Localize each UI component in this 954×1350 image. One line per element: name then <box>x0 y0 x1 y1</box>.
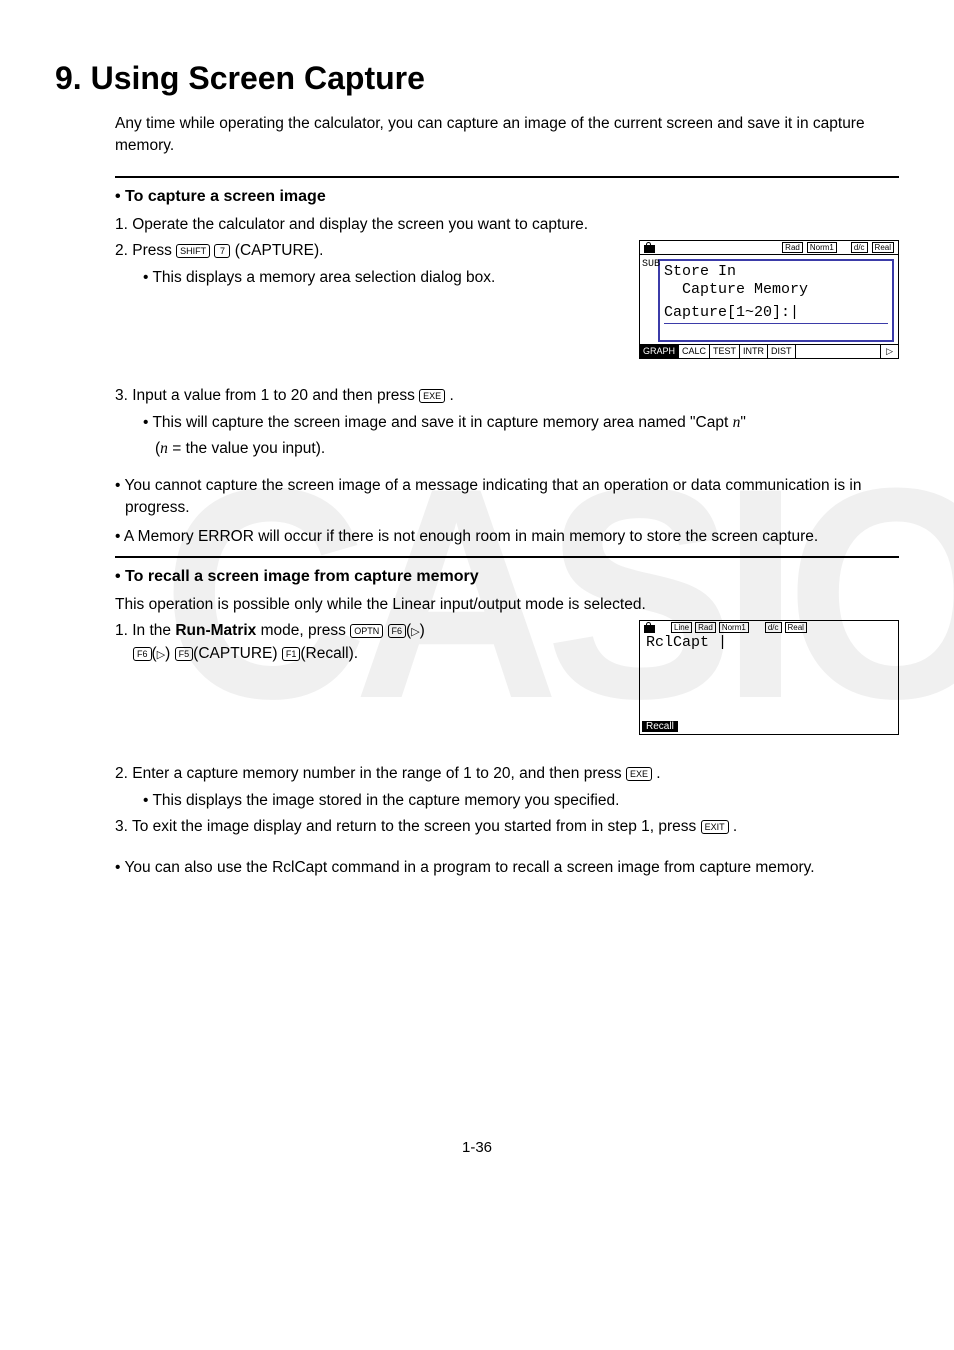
sc2-badge-3: d/c <box>765 622 782 633</box>
section2-heading: • To recall a screen image from capture … <box>115 568 899 586</box>
s2-step1-l2c: (CAPTURE) <box>193 645 277 662</box>
s2-step2: 2. Enter a capture memory number in the … <box>115 763 899 785</box>
key-exe-2: EXE <box>626 767 652 781</box>
s1-step2-post: (CAPTURE). <box>235 242 324 259</box>
sc1-line2: Capture Memory <box>664 281 888 298</box>
s2-step3-post: . <box>733 818 737 835</box>
sc1-tab-0: GRAPH <box>640 345 679 358</box>
key-optn: OPTN <box>350 624 383 638</box>
sc1-body: SUB Store In Capture Memory Capture[1~20… <box>640 255 898 342</box>
sc1-line1: Store In <box>664 263 888 280</box>
sc1-tab-1: CALC <box>679 345 710 358</box>
italic-n-2: n <box>160 440 168 457</box>
tri-1: ▷ <box>411 626 419 638</box>
calc-screenshot-2: Line Rad Norm1 d/c Real RclCapt | Recall <box>639 620 899 735</box>
s2-step3-pre: 3. To exit the image display and return … <box>115 818 701 835</box>
sc1-tab-blank <box>796 345 882 358</box>
sc2-footer: Recall <box>640 721 898 734</box>
key-7: 7 <box>214 244 230 258</box>
key-exit: EXIT <box>701 820 729 834</box>
s1-step3-bullet: • This will capture the screen image and… <box>143 412 899 434</box>
sc2-top: Line Rad Norm1 d/c Real <box>640 621 898 634</box>
s1-step2: 2. Press SHIFT 7 (CAPTURE). <box>115 240 619 262</box>
key-f6-1: F6 <box>388 624 407 638</box>
s1-note1: • You cannot capture the screen image of… <box>115 475 899 520</box>
s1-step2-bullet: • This displays a memory area selection … <box>143 267 619 289</box>
sc2-badge-1: Rad <box>695 622 716 633</box>
paren-tri-1: (▷) <box>406 622 425 639</box>
s1-step3-sub: (n = the value you input). <box>155 438 899 460</box>
tri-2: ▷ <box>157 649 165 661</box>
s1-step3-post: . <box>450 387 454 404</box>
s1-step3-bullet-a: • This will capture the screen image and… <box>143 414 733 431</box>
sc1-arrow: ▷ <box>881 345 898 358</box>
key-f1: F1 <box>282 647 301 661</box>
sc2-badge-2: Norm1 <box>719 622 749 633</box>
s1-step3-bullet-b: " <box>740 414 746 431</box>
sc1-tab-4: DIST <box>768 345 796 358</box>
s2-step1: 1. In the Run-Matrix mode, press OPTN F6… <box>115 620 619 642</box>
lock-icon <box>644 242 653 253</box>
s2-note: • You can also use the RclCapt command i… <box>115 857 899 879</box>
divider <box>115 176 899 178</box>
s2-step1-b: mode, press <box>256 622 350 639</box>
s2-step1-line2: F6(▷) F5(CAPTURE) F1(Recall). <box>133 643 619 665</box>
s1-step3: 3. Input a value from 1 to 20 and then p… <box>115 385 899 407</box>
sc1-tab-3: INTR <box>740 345 768 358</box>
sc1-line3: Capture[1~20]:| <box>664 304 888 324</box>
sc2-tab: Recall <box>642 721 678 732</box>
sc2-badge-0: Line <box>671 622 692 633</box>
section1-heading: • To capture a screen image <box>115 188 899 206</box>
key-f5: F5 <box>175 647 194 661</box>
key-f6-2: F6 <box>133 647 152 661</box>
sc2-badge-4: Real <box>785 622 807 633</box>
sc1-dialog: Store In Capture Memory Capture[1~20]:| <box>658 259 894 342</box>
sc1-badge-2: d/c <box>851 242 868 253</box>
sc1-topbar: Rad Norm1 d/c Real <box>640 241 898 255</box>
s2-step2-post: . <box>656 765 660 782</box>
sc1-footer: GRAPH CALC TEST INTR DIST ▷ <box>640 344 898 358</box>
calc-screenshot-1: Rad Norm1 d/c Real SUB Store In Capture … <box>639 240 899 359</box>
page-title: 9. Using Screen Capture <box>55 60 899 97</box>
s1-note2: • A Memory ERROR will occur if there is … <box>115 526 899 548</box>
s1-step3-pre: 3. Input a value from 1 to 20 and then p… <box>115 387 419 404</box>
s2-step1-a: 1. In the <box>115 622 175 639</box>
s2-step2-pre: 2. Enter a capture memory number in the … <box>115 765 626 782</box>
s2-step2-bullet: • This displays the image stored in the … <box>143 790 899 812</box>
s2-step1-bold: Run-Matrix <box>175 622 256 639</box>
sc1-badge-0: Rad <box>782 242 803 253</box>
s1-step1: 1. Operate the calculator and display th… <box>115 214 899 236</box>
sc1-sub: SUB <box>642 259 660 270</box>
lock-icon-2 <box>644 622 653 633</box>
s1-step3-sub-text: = the value you input). <box>168 440 325 457</box>
page-number: 1-36 <box>55 1139 899 1156</box>
sc1-badge-1: Norm1 <box>807 242 837 253</box>
s2-step3: 3. To exit the image display and return … <box>115 816 899 838</box>
sc1-badge-3: Real <box>872 242 894 253</box>
divider-2 <box>115 556 899 558</box>
s2-intro: This operation is possible only while th… <box>115 594 899 616</box>
paren-tri-2: (▷) <box>152 645 171 662</box>
sc2-body: RclCapt | <box>640 634 898 721</box>
s1-step2-pre: 2. Press <box>115 242 176 259</box>
intro-text: Any time while operating the calculator,… <box>115 113 899 158</box>
key-exe-1: EXE <box>419 389 445 403</box>
key-shift: SHIFT <box>176 244 210 258</box>
s2-step1-l2d: (Recall). <box>300 645 358 662</box>
sc1-tab-2: TEST <box>710 345 740 358</box>
